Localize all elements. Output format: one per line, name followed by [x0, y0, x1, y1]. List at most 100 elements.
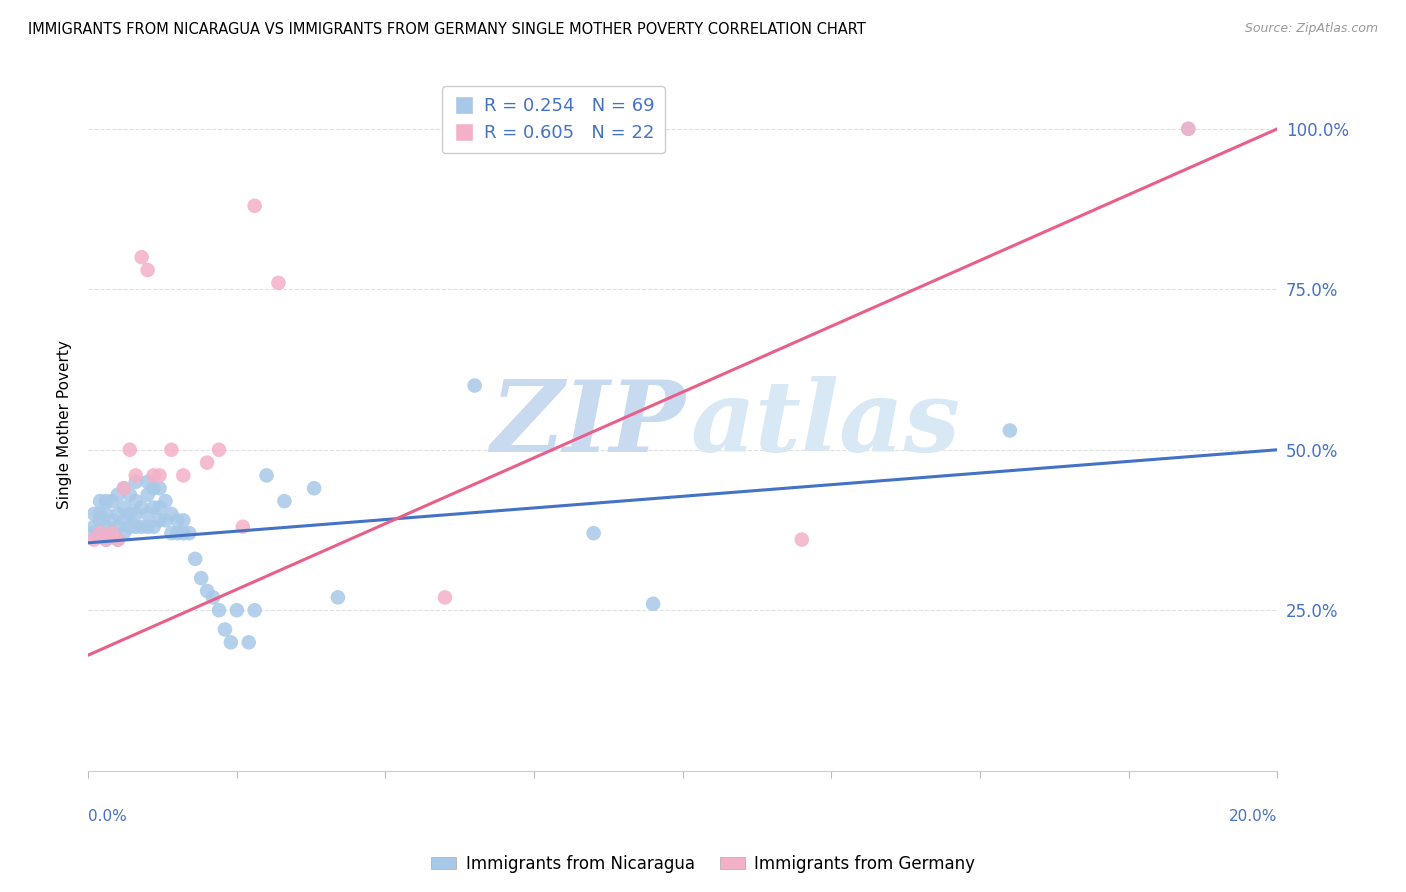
Point: [118, 507, 141, 521]
Point: [582, 526, 605, 541]
Point: [172, 526, 194, 541]
Point: [94, 507, 117, 521]
Point: [131, 250, 153, 264]
Point: [112, 481, 135, 495]
Point: [125, 520, 148, 534]
Point: [107, 533, 129, 547]
Point: [112, 500, 135, 515]
Point: [131, 500, 153, 515]
Point: [89, 526, 111, 541]
Point: [89, 494, 111, 508]
Point: [166, 526, 188, 541]
Point: [136, 263, 159, 277]
Point: [225, 603, 247, 617]
Text: ZIP: ZIP: [491, 376, 685, 473]
Point: [155, 513, 177, 527]
Point: [101, 513, 124, 527]
Point: [107, 520, 129, 534]
Point: [136, 475, 159, 489]
Point: [148, 500, 170, 515]
Legend: R = 0.254   N = 69, R = 0.605   N = 22: R = 0.254 N = 69, R = 0.605 N = 22: [441, 87, 665, 153]
Point: [238, 635, 260, 649]
Point: [112, 513, 135, 527]
Point: [273, 494, 295, 508]
Point: [166, 513, 188, 527]
Point: [302, 481, 325, 495]
Text: IMMIGRANTS FROM NICARAGUA VS IMMIGRANTS FROM GERMANY SINGLE MOTHER POVERTY CORRE: IMMIGRANTS FROM NICARAGUA VS IMMIGRANTS …: [28, 22, 866, 37]
Point: [208, 442, 231, 457]
Point: [1177, 121, 1199, 136]
Point: [243, 199, 266, 213]
Point: [641, 597, 664, 611]
Point: [112, 481, 135, 495]
Point: [195, 456, 218, 470]
Point: [172, 513, 194, 527]
Point: [136, 507, 159, 521]
Point: [184, 552, 207, 566]
Point: [433, 591, 456, 605]
Point: [326, 591, 349, 605]
Point: [125, 475, 148, 489]
Point: [142, 500, 165, 515]
Point: [232, 520, 254, 534]
Point: [160, 507, 183, 521]
Point: [94, 494, 117, 508]
Point: [118, 488, 141, 502]
Point: [131, 520, 153, 534]
Legend: Immigrants from Nicaragua, Immigrants from Germany: Immigrants from Nicaragua, Immigrants fr…: [423, 848, 983, 880]
Point: [267, 276, 290, 290]
Point: [790, 533, 813, 547]
Point: [172, 468, 194, 483]
Point: [94, 533, 117, 547]
Point: [112, 526, 135, 541]
Point: [219, 635, 242, 649]
Point: [83, 526, 105, 541]
Point: [94, 533, 117, 547]
Point: [148, 468, 170, 483]
Point: [208, 603, 231, 617]
Point: [89, 513, 111, 527]
Point: [243, 603, 266, 617]
Text: 0.0%: 0.0%: [89, 809, 127, 824]
Point: [190, 571, 212, 585]
Point: [118, 520, 141, 534]
Point: [136, 520, 159, 534]
Point: [464, 378, 486, 392]
Point: [202, 591, 225, 605]
Point: [136, 488, 159, 502]
Point: [89, 526, 111, 541]
Point: [142, 468, 165, 483]
Point: [107, 533, 129, 547]
Point: [148, 481, 170, 495]
Point: [142, 481, 165, 495]
Point: [1177, 121, 1199, 136]
Point: [101, 526, 124, 541]
Y-axis label: Single Mother Poverty: Single Mother Poverty: [58, 340, 72, 508]
Point: [155, 494, 177, 508]
Point: [142, 520, 165, 534]
Point: [107, 507, 129, 521]
Point: [107, 488, 129, 502]
Point: [83, 520, 105, 534]
Point: [83, 533, 105, 547]
Point: [118, 442, 141, 457]
Point: [148, 513, 170, 527]
Point: [125, 507, 148, 521]
Point: [94, 520, 117, 534]
Point: [998, 424, 1021, 438]
Point: [83, 507, 105, 521]
Point: [195, 584, 218, 599]
Point: [160, 526, 183, 541]
Text: 20.0%: 20.0%: [1229, 809, 1278, 824]
Text: Source: ZipAtlas.com: Source: ZipAtlas.com: [1244, 22, 1378, 36]
Point: [89, 507, 111, 521]
Text: atlas: atlas: [690, 376, 960, 473]
Point: [256, 468, 278, 483]
Point: [179, 526, 201, 541]
Point: [125, 468, 148, 483]
Point: [214, 623, 236, 637]
Point: [101, 494, 124, 508]
Point: [125, 494, 148, 508]
Point: [160, 442, 183, 457]
Point: [101, 526, 124, 541]
